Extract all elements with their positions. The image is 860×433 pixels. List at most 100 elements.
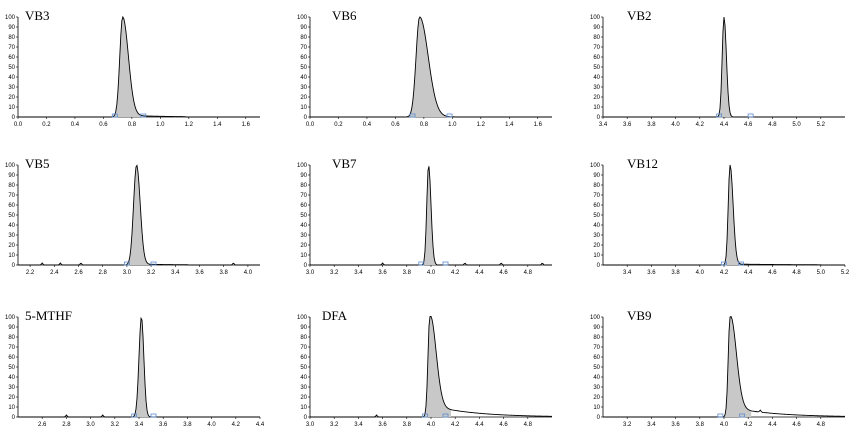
x-tick-label: 4.8 [768,122,777,128]
y-tick-label: 50 [593,65,600,71]
peak-area [124,165,150,265]
peak-area [722,316,752,417]
x-tick-label: 0.2 [334,122,343,128]
y-tick-label: 20 [593,95,600,101]
y-tick-label: 80 [300,335,307,341]
x-tick-label: 3.6 [623,122,632,128]
signal-trace [310,16,552,118]
y-tick-label: 90 [593,325,600,331]
panel-dfa: 0 10 20 30 40 50 60 70 80 90 100 3.0 3.2 3.4 3.6 3.8 4.0… [297,308,553,428]
peak-area [716,17,733,118]
y-tick-label: 40 [593,75,600,81]
y-tick-label: 70 [593,45,600,51]
y-tick-label: 10 [8,105,15,111]
y-tick-label: 40 [593,375,600,381]
x-tick-label: 4.8 [524,422,533,428]
x-tick-label: 3.6 [671,422,680,428]
y-tick-label: 60 [8,203,15,209]
y-tick-label: 10 [8,253,15,259]
integration-marker [747,113,754,118]
y-tick-label: 10 [300,405,307,411]
panel-vb7: 0 10 20 30 40 50 60 70 80 90 100 3.0 3.2 3.4 3.6 3.8 4.0… [297,156,552,276]
y-tick-label: 0 [597,115,601,121]
x-tick-label: 4.2 [451,422,460,428]
peak-area [405,17,450,118]
x-tick-label: 3.4 [599,122,608,128]
y-tick-label: 40 [8,375,15,381]
y-tick-label: 80 [8,335,15,341]
integration-marker [124,261,130,266]
y-tick-label: 60 [593,203,600,209]
signal-trace [18,316,260,418]
integration-marker [111,113,118,118]
y-tick-label: 10 [593,405,600,411]
panel-vb6: 0 10 20 30 40 50 60 70 80 90 100 0.0 0.2 0.4 0.6 0.8 1.0… [297,8,552,128]
y-tick-label: 20 [593,243,600,249]
y-tick-label: 80 [593,35,600,41]
x-tick-label: 3.0 [86,422,95,428]
x-tick-label: 4.6 [768,270,777,276]
x-tick-label: 4.0 [720,422,729,428]
y-tick-label: 30 [8,233,15,239]
panel-title: VB9 [627,308,652,323]
y-tick-label: 10 [8,405,15,411]
y-tick-label: 50 [593,213,600,219]
panel-title: VB12 [627,156,658,171]
x-tick-label: 3.0 [123,270,132,276]
y-tick-label: 60 [300,355,307,361]
x-tick-label: 0.0 [306,122,315,128]
x-tick-label: 4.2 [744,422,753,428]
integration-marker [738,261,744,266]
y-tick-label: 0 [12,415,16,421]
x-tick-label: 4.2 [720,270,729,276]
x-tick-label: 3.8 [671,270,680,276]
peak-area [111,16,143,117]
panel-title: VB3 [25,8,50,23]
integration-marker [418,261,425,266]
y-tick-label: 0 [12,263,16,269]
y-tick-label: 30 [8,385,15,391]
y-tick-label: 100 [590,315,601,321]
y-tick-label: 70 [300,345,307,351]
y-tick-label: 30 [300,233,307,239]
signal-trace [603,16,845,118]
x-tick-label: 1.0 [156,122,165,128]
y-tick-label: 100 [297,163,308,169]
x-tick-label: 4.4 [720,122,729,128]
integration-marker [717,413,724,418]
y-tick-label: 80 [300,183,307,189]
panel-title: 5-MTHF [25,308,72,323]
y-tick-label: 20 [8,95,15,101]
y-tick-label: 70 [300,193,307,199]
y-tick-label: 30 [300,385,307,391]
y-tick-label: 90 [593,173,600,179]
panel-title: VB2 [627,8,652,23]
integration-marker [422,413,428,418]
x-tick-label: 3.4 [354,270,363,276]
panel-vb12: 0 10 20 30 40 50 60 70 80 90 100 3.4 3.6 3.8 4.0 4.2 4.4… [590,156,850,276]
x-tick-label: 3.8 [183,422,192,428]
x-tick-label: 1.2 [185,122,194,128]
y-tick-label: 100 [297,315,308,321]
y-tick-label: 90 [300,25,307,31]
y-tick-label: 20 [593,395,600,401]
integration-marker [442,261,449,266]
y-tick-label: 90 [8,173,15,179]
integration-marker [721,261,727,266]
x-tick-label: 4.4 [475,270,484,276]
y-tick-label: 100 [5,163,16,169]
integration-marker [150,261,157,266]
y-tick-label: 70 [593,193,600,199]
y-tick-label: 30 [593,233,600,239]
x-tick-label: 4.4 [768,422,777,428]
x-tick-label: 3.4 [623,270,632,276]
x-tick-label: 4.0 [696,270,705,276]
x-tick-label: 3.4 [354,422,363,428]
y-tick-label: 90 [593,25,600,31]
y-tick-label: 50 [300,365,307,371]
y-tick-label: 60 [593,55,600,61]
x-tick-label: 4.8 [524,270,533,276]
panel-title: VB7 [332,156,357,171]
x-tick-label: 3.4 [171,270,180,276]
